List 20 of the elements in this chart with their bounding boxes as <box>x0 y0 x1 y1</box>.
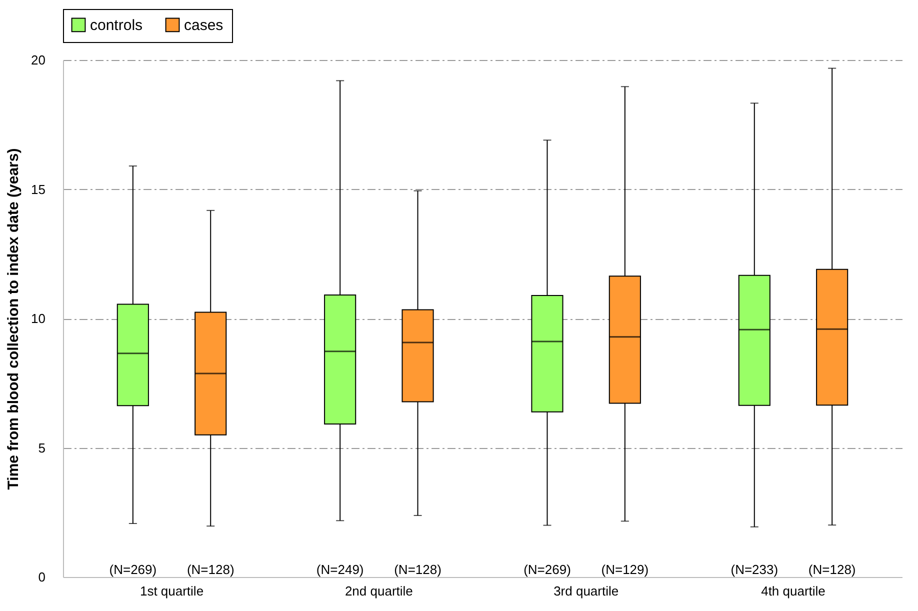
y-tick-label: 10 <box>31 311 46 326</box>
x-tick-label: 1st quartile <box>140 584 204 598</box>
x-tick-label: 2nd quartile <box>344 584 413 598</box>
x-tick-label: 4th quartile <box>761 584 826 598</box>
annotation: (N=269) <box>524 562 571 577</box>
y-tick-label: 0 <box>38 570 46 584</box>
annotation: (N=128) <box>808 562 856 577</box>
legend-label: controls <box>90 16 143 34</box>
annotation: (N=233) <box>730 562 778 577</box>
y-tick-label: 20 <box>31 52 46 68</box>
x-tick-label: 3rd quartile <box>554 584 619 598</box>
y-tick-label: 5 <box>38 440 46 456</box>
annotation: (N=128) <box>394 562 442 577</box>
annotation: (N=129) <box>601 562 649 577</box>
annotation: (N=249) <box>316 562 364 577</box>
legend-label: cases <box>184 16 224 34</box>
y-tick-label: 15 <box>31 182 46 197</box>
annotation: (N=269) <box>109 562 157 577</box>
annotation: (N=128) <box>186 562 234 577</box>
y-axis-title: Time from blood collection to index date (years) <box>5 148 22 490</box>
